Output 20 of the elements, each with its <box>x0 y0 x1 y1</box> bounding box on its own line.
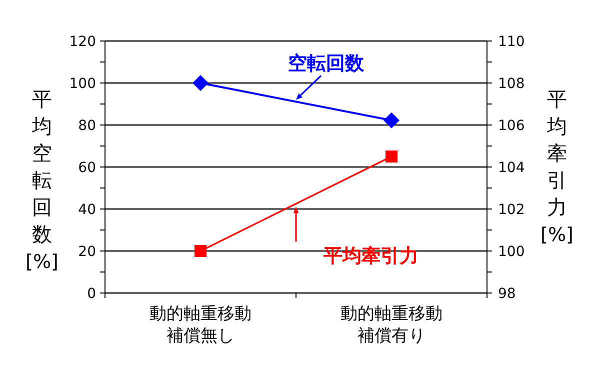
y-tick-label: 20 <box>78 244 96 260</box>
y2-tick-label: 110 <box>498 34 525 50</box>
x-tick-label: 動的軸重移動補償無し <box>150 304 252 346</box>
y-tick-label: 100 <box>69 76 96 92</box>
y2-tick-label: 106 <box>498 118 525 134</box>
y2-axis-title: 平均牽引力 [%] <box>540 87 574 246</box>
y-tick-label: 60 <box>78 160 96 176</box>
series-label: 空転回数 <box>288 52 365 75</box>
y-tick-label: 0 <box>87 286 96 302</box>
y2-tick-label: 108 <box>498 76 525 92</box>
y2-tick-label: 98 <box>498 286 516 302</box>
y2-tick-label: 100 <box>498 244 525 260</box>
y-axis-title: 平均空転回数 [%] <box>26 87 58 273</box>
text: 平均牽引力 <box>322 244 418 267</box>
y2-tick-label: 104 <box>498 160 525 176</box>
y-tick-label: 40 <box>78 202 96 218</box>
y-tick-label: 80 <box>78 118 96 134</box>
y-tick-label: 120 <box>69 34 96 50</box>
y2-tick-label: 102 <box>498 202 525 218</box>
x-tick-label: 動的軸重移動補償有り <box>340 304 442 346</box>
